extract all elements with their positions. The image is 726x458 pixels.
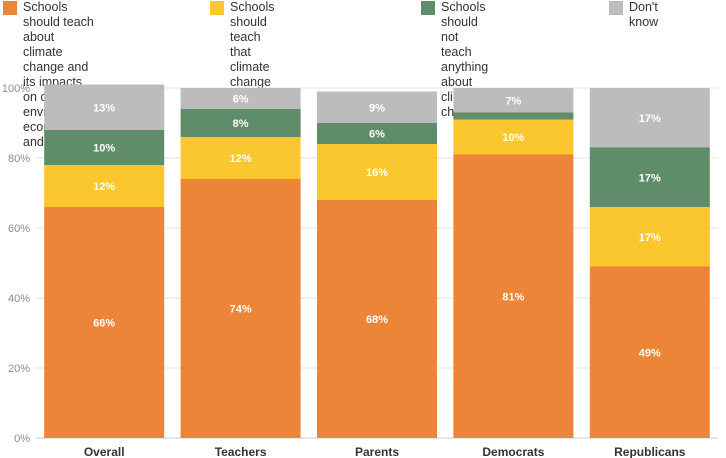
bar-segment [180,179,301,438]
data-label: 10% [93,143,115,155]
bar-segment [317,123,437,144]
data-label: 6% [369,129,385,141]
bar-segment [589,207,710,267]
x-tick-label: Republicans [614,445,686,458]
data-label: 17% [639,172,661,184]
data-label: 6% [233,94,249,106]
bar-segment [317,144,437,200]
data-label: 10% [502,132,524,144]
data-label: 12% [93,181,115,193]
legend-swatch [421,1,435,15]
legend-swatch [210,1,224,15]
data-label: 9% [369,102,385,114]
y-tick-label: 100% [2,83,30,95]
x-tick-label: Parents [355,445,399,458]
legend-swatch [609,1,623,15]
y-tick-label: 0% [14,433,30,445]
data-label: 68% [366,314,388,326]
legend-label: Don't know [629,0,659,29]
bar-segment [453,112,574,120]
y-tick-label: 40% [8,293,30,305]
data-label: 17% [639,113,661,125]
data-label: 7% [505,95,521,107]
x-tick-label: Overall [84,445,125,458]
bar-segment [589,266,710,438]
bar-segment [44,130,165,165]
bar-segment [44,84,165,130]
bar-segment [180,88,301,109]
x-tick-label: Teachers [215,445,267,458]
bar-segment [180,109,301,137]
bar-segment [589,88,710,148]
data-label: 17% [639,232,661,244]
bar-segment [453,154,574,438]
y-tick-label: 60% [8,223,30,235]
y-tick-label: 80% [8,153,30,165]
bar-segment [317,91,437,123]
y-tick-label: 20% [8,363,30,375]
bar-segment [589,147,710,207]
data-label: 81% [502,291,524,303]
legend-swatch [3,1,17,15]
x-tick-label: Democrats [482,445,544,458]
data-label: 12% [230,153,252,165]
bar-segment [453,88,574,113]
bar-segment [44,207,165,438]
data-label: 49% [639,347,661,359]
data-label: 74% [230,304,252,316]
data-label: 8% [233,118,249,130]
bar-segment [180,137,301,179]
bar-segment [317,200,437,438]
bar-segment [44,165,165,207]
data-label: 13% [93,102,115,114]
data-label: 66% [93,318,115,330]
data-label: 16% [366,167,388,179]
bar-segment [453,119,574,155]
